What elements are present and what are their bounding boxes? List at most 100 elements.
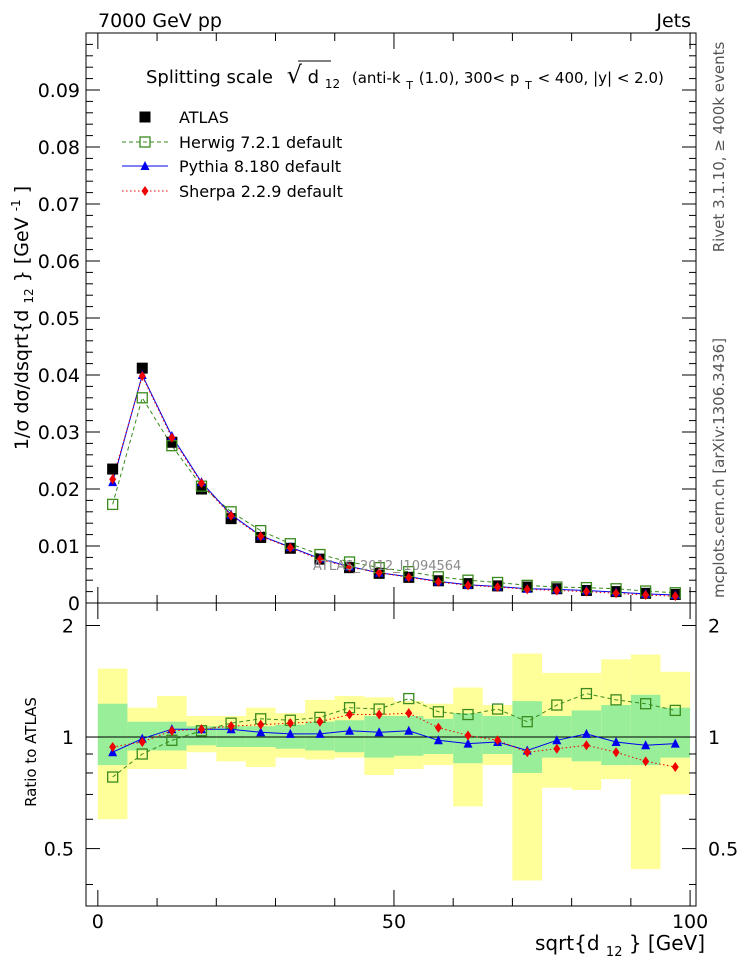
- ratio-point-herwig-7-2-1-default: [432, 706, 445, 718]
- ratio-point-sherpa-2-2-9-default: [523, 747, 531, 758]
- x-tick-label: 100: [672, 911, 708, 933]
- ratio-point-herwig-7-2-1-default: [610, 694, 622, 706]
- ratio-point-herwig-7-2-1-default: [521, 716, 533, 728]
- ratio-band-inner: [630, 694, 661, 766]
- ratio-point-sherpa-2-2-9-default: [257, 719, 265, 730]
- ratio-point-sherpa-2-2-9-default: [346, 709, 354, 720]
- legend-marker-pythia-8-180-default: [140, 161, 150, 170]
- ratio-point-sherpa-2-2-9-default: [316, 716, 324, 727]
- main-point-sherpa-2-2-9-default: [523, 584, 531, 595]
- ratio-point-pythia-8-180-default: [552, 735, 562, 745]
- x-label-b: } [GeV]: [629, 931, 705, 955]
- ratio-point-pythia-8-180-default: [285, 728, 295, 738]
- main-y-label-sup: -1: [9, 199, 23, 211]
- x-ticks: 0 50 100: [92, 33, 708, 933]
- legend-marker-sherpa-2-2-9-default: [141, 186, 149, 196]
- ratio-point-pythia-8-180-default: [256, 727, 266, 737]
- main-series-marks: [107, 362, 681, 602]
- title-cuts-b-sub: T: [524, 79, 532, 92]
- title-prefix: Splitting scale: [146, 67, 273, 88]
- x-label: sqrt{d 12 } [GeV]: [535, 931, 705, 961]
- ratio-point-pythia-8-180-default: [345, 725, 355, 735]
- ratio-y-tick-label-right: 1: [708, 727, 720, 749]
- main-y-tick-label: 0.04: [38, 365, 80, 387]
- ratio-point-pythia-8-180-default: [374, 727, 384, 737]
- x-tick-label: 50: [382, 911, 406, 933]
- legend-label-atlas: ATLAS: [179, 108, 229, 127]
- ratio-point-herwig-7-2-1-default: [107, 771, 119, 783]
- main-y-label-sub: 12: [22, 288, 36, 303]
- ratio-point-pythia-8-180-default: [404, 725, 414, 735]
- main-y-tick-label: 0.03: [38, 422, 80, 444]
- ratio-y-tick-label: 2: [62, 615, 74, 637]
- main-point-herwig-7-2-1-default: [107, 498, 119, 511]
- ratio-point-herwig-7-2-1-default: [580, 687, 593, 700]
- main-point-sherpa-2-2-9-default: [168, 432, 176, 443]
- main-point-sherpa-2-2-9-default: [612, 588, 620, 599]
- ratio-point-herwig-7-2-1-default: [403, 692, 415, 705]
- ratio-frame: [85, 602, 697, 907]
- ratio-point-pythia-8-180-default: [581, 728, 591, 738]
- main-y-tick-label: 0.05: [38, 308, 80, 330]
- ratio-point-pythia-8-180-default: [641, 740, 651, 750]
- main-point-sherpa-2-2-9-default: [227, 510, 235, 521]
- title-cuts-a: (anti-k: [352, 69, 401, 87]
- ratio-y-tick-label: 0.5: [44, 839, 74, 861]
- title-cuts-c: < 400, |y| < 2.0): [538, 69, 664, 87]
- main-frame: [85, 32, 697, 604]
- ratio-band-inner: [482, 715, 513, 755]
- title-cuts-a-sub: T: [405, 79, 413, 92]
- ratio-point-sherpa-2-2-9-default: [464, 730, 472, 741]
- ratio-point-pythia-8-180-default: [611, 736, 621, 746]
- main-y-tick-label: 0.02: [38, 479, 80, 501]
- ratio-point-sherpa-2-2-9-default: [582, 740, 590, 751]
- ratio-point-sherpa-2-2-9-default: [434, 722, 442, 733]
- legend-marker-herwig-7-2-1-default: [139, 136, 151, 148]
- main-y-label-c: ]: [11, 186, 33, 193]
- main-point-sherpa-2-2-9-default: [138, 371, 146, 382]
- ratio-point-sherpa-2-2-9-default: [168, 725, 176, 736]
- x-label-sub: 12: [606, 945, 623, 960]
- mcplots-label: mcplots.cern.ch [arXiv:1306.3436]: [710, 338, 728, 598]
- ratio-point-herwig-7-2-1-default: [640, 698, 652, 710]
- main-point-atlas: [136, 362, 148, 374]
- main-y-label-a: 1/σ dσ/dsqrt{d: [11, 310, 33, 451]
- main-point-sherpa-2-2-9-default: [582, 586, 590, 597]
- ratio-point-sherpa-2-2-9-default: [642, 756, 650, 767]
- ratio-point-sherpa-2-2-9-default: [109, 742, 117, 753]
- x-tick-label: 0: [92, 911, 104, 933]
- main-point-sherpa-2-2-9-default: [316, 554, 324, 565]
- ratio-y-label: Ratio to ATLAS: [22, 697, 40, 807]
- ratio-point-sherpa-2-2-9-default: [138, 736, 146, 747]
- main-y-tick-label: 0.01: [38, 536, 80, 558]
- main-y-tick-label: 0: [68, 593, 80, 615]
- ratio-point-sherpa-2-2-9-default: [671, 762, 679, 773]
- ratio-point-sherpa-2-2-9-default: [494, 735, 502, 746]
- ratio-point-pythia-8-180-default: [670, 738, 680, 748]
- ratio-y-tick-label-right: 2: [708, 615, 720, 637]
- main-point-sherpa-2-2-9-default: [642, 590, 650, 601]
- ratio-point-sherpa-2-2-9-default: [197, 724, 205, 735]
- main-point-sherpa-2-2-9-default: [286, 542, 294, 553]
- rivet-label: Rivet 3.1.10, ≥ 400k events: [710, 42, 728, 253]
- legend-marker-atlas: [139, 111, 151, 123]
- main-y-tick-label: 0.09: [38, 80, 80, 102]
- main-point-sherpa-2-2-9-default: [257, 531, 265, 542]
- ratio-point-herwig-7-2-1-default: [462, 708, 474, 721]
- ratio-point-sherpa-2-2-9-default: [405, 708, 413, 719]
- main-y-label: 1/σ dσ/dsqrt{d 12 } [GeV -1 ]: [3, 186, 38, 450]
- ratio-y-tick-label-right: 0.5: [708, 839, 738, 861]
- ratio-point-herwig-7-2-1-default: [491, 703, 504, 715]
- legend-entry-herwig-7-2-1-default: Herwig 7.2.1 default: [122, 133, 342, 152]
- ratio-point-pythia-8-180-default: [463, 738, 473, 748]
- ratio-point-pythia-8-180-default: [433, 735, 443, 745]
- main-point-sherpa-2-2-9-default: [346, 562, 354, 573]
- main-point-sherpa-2-2-9-default: [405, 572, 413, 583]
- ratio-y-ticks: 0.5 0.5 1 1 2 2: [44, 615, 738, 886]
- watermark: ATLAS_2012_I1094564: [313, 559, 461, 574]
- main-point-herwig-7-2-1-default: [136, 392, 148, 404]
- legend-entry-atlas: ATLAS: [139, 108, 229, 127]
- ratio-point-herwig-7-2-1-default: [136, 748, 148, 760]
